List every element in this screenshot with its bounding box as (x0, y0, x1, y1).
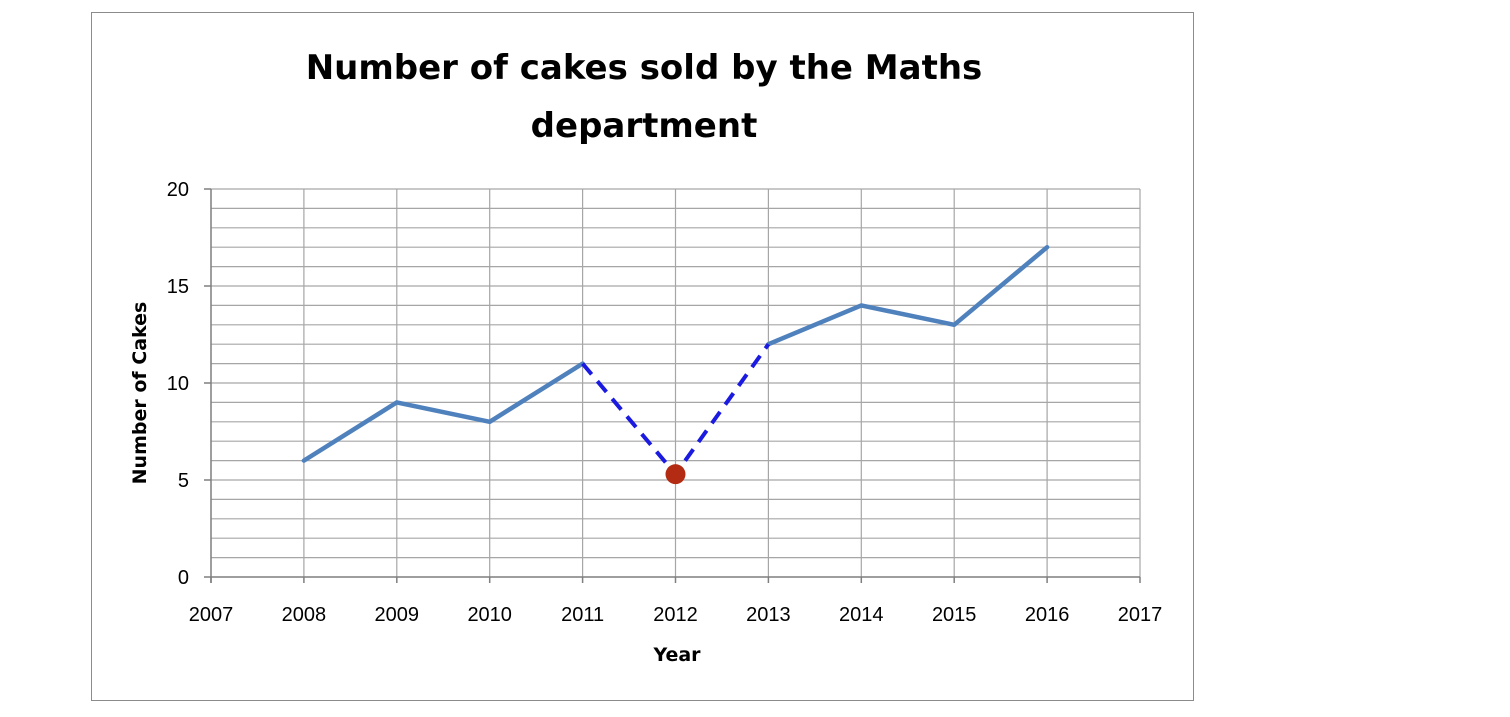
chart-frame: 0 5 10 15 20 2007 2008 2009 2010 2011 2012 2013 2014… (91, 12, 1194, 701)
grid (211, 188, 1141, 577)
y-tick-label: 10 (167, 373, 189, 395)
x-tick-label: 2008 (282, 604, 327, 626)
y-tick-label: 15 (167, 276, 189, 298)
x-tick-label: 2014 (839, 604, 884, 626)
x-tick-label: 2015 (932, 604, 977, 626)
line-chart: 0 5 10 15 20 2007 2008 2009 2010 2011 2012 2013 2014… (129, 48, 1163, 666)
x-tick-label: 2011 (561, 604, 604, 626)
axes (204, 188, 1141, 583)
series-line-segment (301, 361, 585, 463)
x-tick-label: 2013 (746, 604, 791, 626)
y-tick-label: 0 (178, 567, 189, 589)
chart-title-line-2: department (531, 106, 758, 146)
series (301, 244, 1050, 485)
chart-title-line-1: Number of cakes sold by the Maths (306, 48, 983, 88)
tick-labels: 0 5 10 15 20 2007 2008 2009 2010 2011 2012 2013 2014… (167, 179, 1163, 626)
x-tick-label: 2017 (1118, 604, 1163, 626)
y-tick-label: 5 (178, 470, 189, 492)
series-line-segment (766, 244, 1050, 347)
x-tick-label: 2016 (1025, 604, 1070, 626)
y-axis-label: Number of Cakes (129, 302, 151, 485)
data-point-marker (665, 464, 686, 485)
x-tick-label: 2012 (653, 604, 698, 626)
y-tick-label: 20 (167, 179, 189, 201)
x-axis-label: Year (652, 644, 701, 666)
x-tick-label: 2009 (375, 604, 420, 626)
x-tick-label: 2007 (189, 604, 234, 626)
x-tick-label: 2010 (467, 604, 512, 626)
